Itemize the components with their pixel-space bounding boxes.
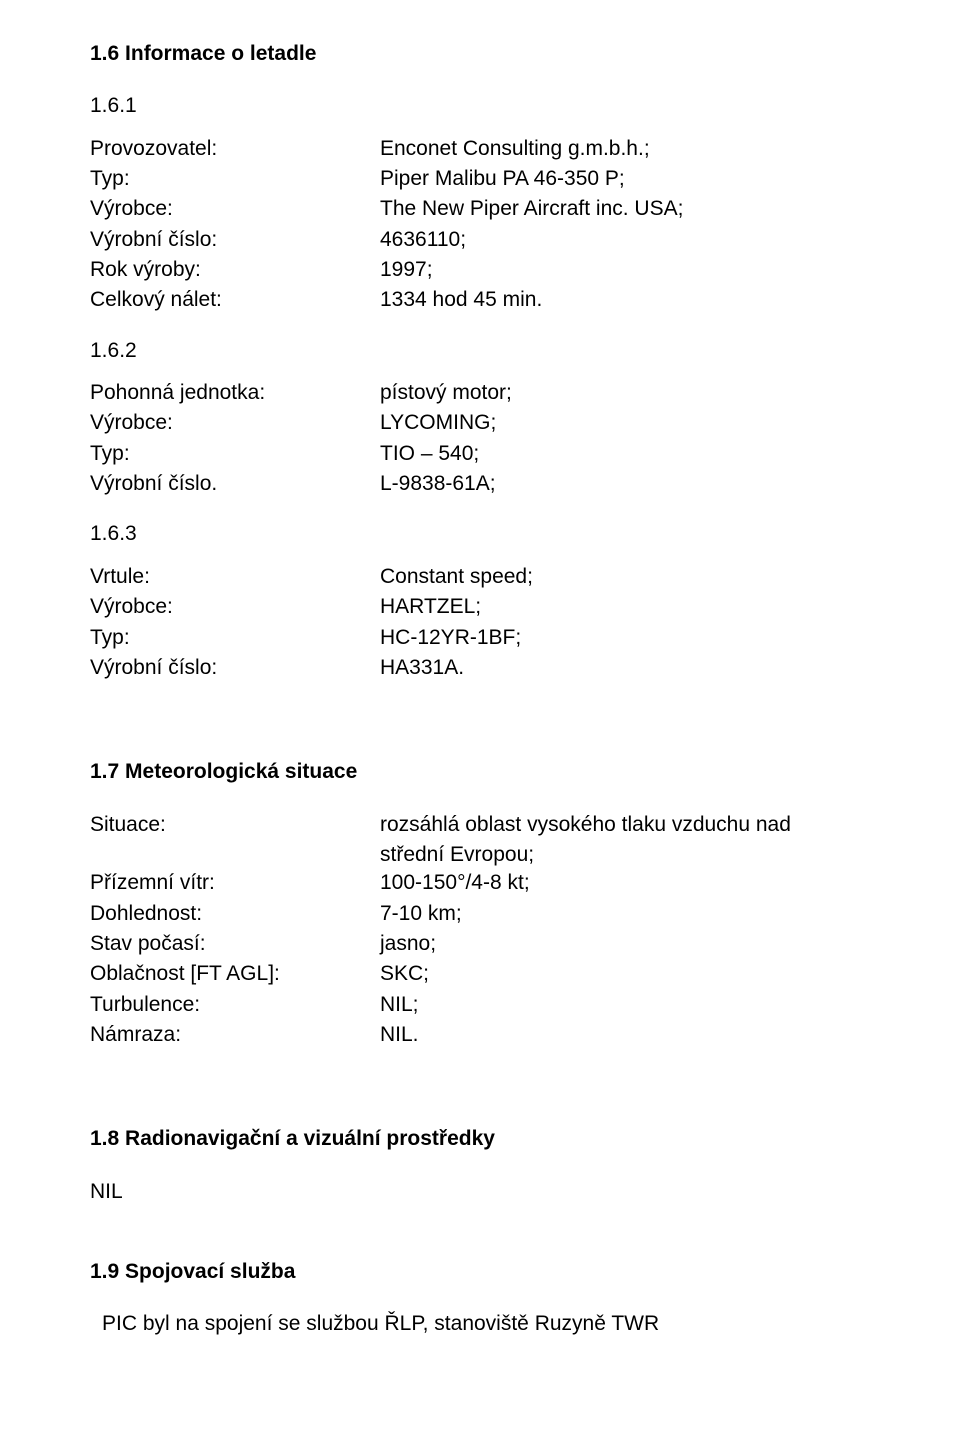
section-1-7-heading: 1.7 Meteorologická situace	[90, 758, 900, 786]
field-label: Turbulence:	[90, 991, 380, 1019]
subsection-1-6-3-num: 1.6.3	[90, 520, 900, 548]
table-row: Typ: Piper Malibu PA 46-350 P;	[90, 165, 900, 193]
field-label: Pohonná jednotka:	[90, 379, 380, 407]
subsection-1-6-2-rows: Pohonná jednotka: pístový motor; Výrobce…	[90, 379, 900, 498]
field-value-continued: střední Evropou;	[380, 841, 900, 869]
field-value: 100-150°/4-8 kt;	[380, 869, 900, 897]
table-row: Typ: HC-12YR-1BF;	[90, 624, 900, 652]
field-value: LYCOMING;	[380, 409, 900, 437]
field-label: Výrobce:	[90, 409, 380, 437]
field-value: Constant speed;	[380, 563, 900, 591]
field-label: Výrobní číslo.	[90, 470, 380, 498]
field-value: TIO – 540;	[380, 440, 900, 468]
section-1-8-body: NIL	[90, 1178, 900, 1206]
section-1-9-body: PIC byl na spojení se službou ŘLP, stano…	[90, 1310, 900, 1338]
table-row: Situace: rozsáhlá oblast vysokého tlaku …	[90, 811, 900, 839]
subsection-1-6-2-num: 1.6.2	[90, 337, 900, 365]
field-value: jasno;	[380, 930, 900, 958]
table-row: Oblačnost [FT AGL]: SKC;	[90, 960, 900, 988]
field-label: Provozovatel:	[90, 135, 380, 163]
field-value: SKC;	[380, 960, 900, 988]
field-value: HARTZEL;	[380, 593, 900, 621]
field-label: Oblačnost [FT AGL]:	[90, 960, 380, 988]
field-label: Typ:	[90, 165, 380, 193]
field-value: 7-10 km;	[380, 900, 900, 928]
field-value: HC-12YR-1BF;	[380, 624, 900, 652]
subsection-1-6-1-num: 1.6.1	[90, 92, 900, 120]
field-label: Situace:	[90, 811, 380, 839]
table-row: Stav počasí: jasno;	[90, 930, 900, 958]
section-1-8-heading: 1.8 Radionavigační a vizuální prostředky	[90, 1125, 900, 1153]
table-row: Provozovatel: Enconet Consulting g.m.b.h…	[90, 135, 900, 163]
table-row: Výrobní číslo: HA331A.	[90, 654, 900, 682]
field-label: Vrtule:	[90, 563, 380, 591]
field-label: Celkový nálet:	[90, 286, 380, 314]
table-row: Přízemní vítr: 100-150°/4-8 kt;	[90, 869, 900, 897]
table-row: Typ: TIO – 540;	[90, 440, 900, 468]
field-label: Výrobce:	[90, 195, 380, 223]
table-row: Celkový nálet: 1334 hod 45 min.	[90, 286, 900, 314]
field-label: Výrobní číslo:	[90, 654, 380, 682]
table-row: Vrtule: Constant speed;	[90, 563, 900, 591]
table-row: Výrobce: LYCOMING;	[90, 409, 900, 437]
field-value: HA331A.	[380, 654, 900, 682]
field-label: Výrobce:	[90, 593, 380, 621]
field-value: NIL;	[380, 991, 900, 1019]
field-value: 1334 hod 45 min.	[380, 286, 900, 314]
table-row: Výrobce: HARTZEL;	[90, 593, 900, 621]
field-label: Rok výroby:	[90, 256, 380, 284]
table-row: Turbulence: NIL;	[90, 991, 900, 1019]
field-value: 1997;	[380, 256, 900, 284]
table-row: Výrobní číslo. L-9838-61A;	[90, 470, 900, 498]
field-value: rozsáhlá oblast vysokého tlaku vzduchu n…	[380, 811, 900, 839]
field-label: Námraza:	[90, 1021, 380, 1049]
subsection-1-6-3-rows: Vrtule: Constant speed; Výrobce: HARTZEL…	[90, 563, 900, 682]
field-label: Stav počasí:	[90, 930, 380, 958]
table-row: Výrobce: The New Piper Aircraft inc. USA…	[90, 195, 900, 223]
table-row: Dohlednost: 7-10 km;	[90, 900, 900, 928]
field-value: 4636110;	[380, 226, 900, 254]
field-value: NIL.	[380, 1021, 900, 1049]
section-1-7-rows: Situace: rozsáhlá oblast vysokého tlaku …	[90, 811, 900, 1050]
field-label: Výrobní číslo:	[90, 226, 380, 254]
field-value: The New Piper Aircraft inc. USA;	[380, 195, 900, 223]
field-value: pístový motor;	[380, 379, 900, 407]
document-page: 1.6 Informace o letadle 1.6.1 Provozovat…	[0, 0, 960, 1429]
section-1-9-heading: 1.9 Spojovací služba	[90, 1258, 900, 1286]
subsection-1-6-1-rows: Provozovatel: Enconet Consulting g.m.b.h…	[90, 135, 900, 315]
field-value: L-9838-61A;	[380, 470, 900, 498]
table-row: Námraza: NIL.	[90, 1021, 900, 1049]
table-row: Rok výroby: 1997;	[90, 256, 900, 284]
section-1-6-heading: 1.6 Informace o letadle	[90, 40, 900, 68]
field-label: Přízemní vítr:	[90, 869, 380, 897]
field-value: Piper Malibu PA 46-350 P;	[380, 165, 900, 193]
table-row: Pohonná jednotka: pístový motor;	[90, 379, 900, 407]
field-value: Enconet Consulting g.m.b.h.;	[380, 135, 900, 163]
field-label: Typ:	[90, 624, 380, 652]
field-label: Dohlednost:	[90, 900, 380, 928]
field-label: Typ:	[90, 440, 380, 468]
table-row: Výrobní číslo: 4636110;	[90, 226, 900, 254]
